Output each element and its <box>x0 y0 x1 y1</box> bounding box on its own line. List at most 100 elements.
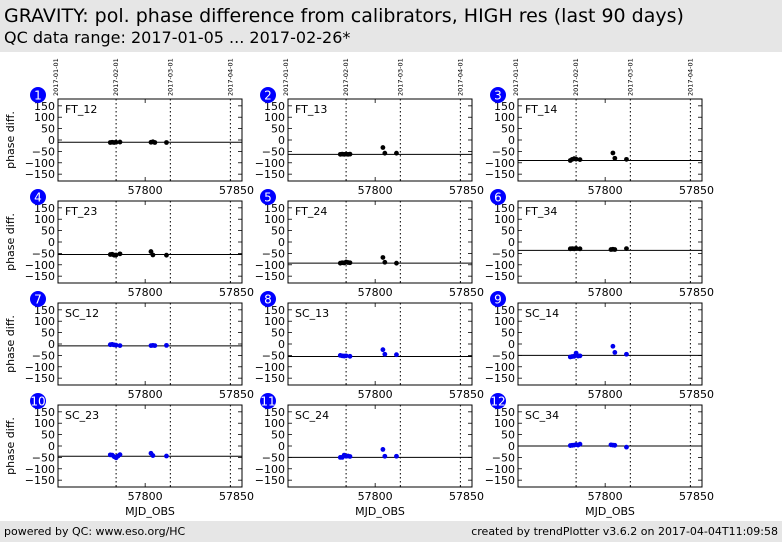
panel-8-ytick-label: 100 <box>264 315 285 328</box>
panel-10-data-point <box>117 452 123 458</box>
panel-11-number: 11 <box>260 395 275 409</box>
panel-11-xtick-label: 57850 <box>449 490 484 503</box>
panel-2-date-label: 2017-03-01 <box>396 58 404 96</box>
panel-12-number: 12 <box>490 395 505 409</box>
panel-5-data-point <box>382 259 388 265</box>
panel-7-ytick-label: 0 <box>48 338 55 351</box>
panel-7-xtick-label: 57800 <box>128 388 163 401</box>
panel-4-number-badge <box>30 189 46 205</box>
panel-4-xtick-label: 57850 <box>219 286 254 299</box>
panel-4-ytick-label: −150 <box>25 270 55 283</box>
panel-4-name: FT_23 <box>65 205 97 218</box>
panel-4-ytick-label: 50 <box>41 225 55 238</box>
panel-9-xtick-label: 57800 <box>588 388 623 401</box>
panel-2-data-point <box>380 145 386 150</box>
panel-6-number-badge <box>490 189 506 205</box>
panel-2-ytick-label: 100 <box>264 111 285 124</box>
panel-12-ytick-label: 100 <box>494 417 515 430</box>
panel-9-frame <box>517 302 703 386</box>
panel-1-data-point <box>152 140 158 145</box>
panel-3-ytick-label: 150 <box>494 100 515 113</box>
panel-3-xtick-label: 57800 <box>588 184 623 197</box>
panel-5-number: 5 <box>264 191 272 205</box>
panel-12-ytick-label: −50 <box>492 451 515 464</box>
panel-7-ytick-label: −50 <box>32 349 55 362</box>
panel-7-ytick-label: 100 <box>34 315 55 328</box>
panel-6-data-point <box>577 246 583 252</box>
panel-7-data-point <box>152 343 158 348</box>
panel-8-data-point <box>380 347 386 353</box>
panel-3-number-badge <box>490 87 506 103</box>
panel-10-ytick-label: 100 <box>34 417 55 430</box>
panel-3-ytick-label: −150 <box>485 168 515 181</box>
panel-9-data-point <box>577 353 583 359</box>
panel-9-ytick-label: 50 <box>501 327 515 340</box>
panel-11-ytick-label: 0 <box>278 440 285 453</box>
panel-3-date-label: 2017-04-01 <box>686 58 694 96</box>
panel-2-xtick-label: 57850 <box>449 184 484 197</box>
panel-6-number: 6 <box>494 191 502 205</box>
panel-9-number-badge <box>490 291 506 307</box>
panel-8-ytick-label: −100 <box>255 361 285 374</box>
panel-10-data-point <box>164 453 169 459</box>
panel-2-ytick-label: 0 <box>278 134 285 147</box>
xlabel: MJD_OBS <box>355 505 405 518</box>
panel-4-xtick-label: 57800 <box>128 286 163 299</box>
panel-5-data-point <box>380 255 386 260</box>
panel-12-ytick-label: −100 <box>485 463 515 476</box>
panel-6-name: FT_34 <box>525 205 557 218</box>
panel-1-data-point <box>117 139 123 145</box>
panel-3-frame <box>517 98 703 182</box>
panel-5-xtick-label: 57850 <box>449 286 484 299</box>
panel-11-data-point <box>347 454 353 459</box>
panel-6-xtick-label: 57800 <box>588 286 623 299</box>
panel-3-data-point <box>612 155 618 161</box>
panel-7-number-badge <box>30 291 46 307</box>
panel-8-data-point <box>382 351 388 357</box>
panel-3-name: FT_14 <box>525 103 557 116</box>
panel-5-ytick-label: −100 <box>255 259 285 272</box>
panel-3-data-point <box>573 156 579 162</box>
panel-6-ytick-label: 100 <box>494 213 515 226</box>
panel-10-ytick-label: −100 <box>25 463 55 476</box>
panel-8-frame <box>287 302 473 386</box>
panel-7-data-point <box>113 342 119 348</box>
panel-2-ytick-label: −150 <box>255 168 285 181</box>
panel-1-ytick-label: 150 <box>34 100 55 113</box>
panel-2-date-label: 2017-02-01 <box>342 58 350 96</box>
panel-2-frame <box>287 98 473 182</box>
panel-7-data-point <box>164 342 169 348</box>
panel-2-ytick-label: 150 <box>264 100 285 113</box>
panel-3-number: 3 <box>494 89 502 103</box>
panel-10-number-badge <box>30 393 46 409</box>
panel-4-data-point <box>113 252 119 258</box>
panel-9-data-point <box>624 351 629 357</box>
panel-9-ytick-label: −50 <box>492 349 515 362</box>
panel-3-data-point <box>624 156 629 162</box>
panel-8-ytick-label: −50 <box>262 349 285 362</box>
panel-9-ytick-label: −150 <box>485 372 515 385</box>
xlabel: MJD_OBS <box>125 505 175 518</box>
panel-10-xtick-label: 57850 <box>219 490 254 503</box>
panel-11-ytick-label: −150 <box>255 474 285 487</box>
panel-2-date-label: 2017-04-01 <box>456 58 464 96</box>
panel-2-ytick-label: −50 <box>262 145 285 158</box>
panel-7-name: SC_12 <box>65 307 99 320</box>
panel-6-xtick-label: 57850 <box>679 286 714 299</box>
panel-1-date-label: 2017-02-01 <box>112 58 120 96</box>
panel-11-name: SC_24 <box>295 409 329 422</box>
panel-10-name: SC_23 <box>65 409 99 422</box>
panel-9-name: SC_14 <box>525 307 559 320</box>
footer-band <box>0 521 782 542</box>
panel-11-number-badge <box>260 393 276 409</box>
panel-7-ytick-label: 50 <box>41 327 55 340</box>
page-title: GRAVITY: pol. phase difference from cali… <box>4 5 684 27</box>
panel-7-number: 7 <box>34 293 42 307</box>
panel-12-xtick-label: 57800 <box>588 490 623 503</box>
panel-7-ytick-label: −100 <box>25 361 55 374</box>
panel-10-ytick-label: −50 <box>32 451 55 464</box>
panel-4-ytick-label: −100 <box>25 259 55 272</box>
panel-3-xtick-label: 57850 <box>679 184 714 197</box>
panel-1-ytick-label: 100 <box>34 111 55 124</box>
xlabel: MJD_OBS <box>585 505 635 518</box>
